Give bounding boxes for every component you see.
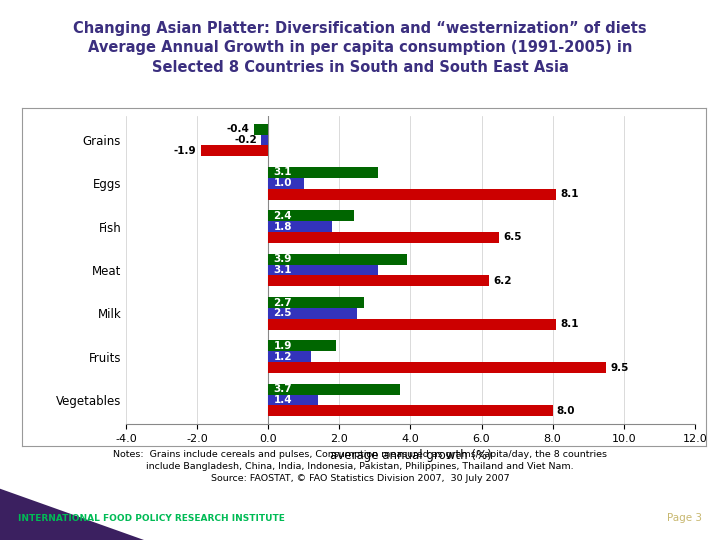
Bar <box>268 395 318 406</box>
Text: 3.1: 3.1 <box>274 265 292 275</box>
Bar <box>261 134 268 145</box>
X-axis label: average annual growth (%): average annual growth (%) <box>330 449 491 462</box>
Bar <box>268 167 379 178</box>
Bar <box>268 308 357 319</box>
Polygon shape <box>0 489 144 540</box>
Bar <box>268 384 400 395</box>
Bar <box>254 124 268 134</box>
Text: 6.5: 6.5 <box>503 233 522 242</box>
Text: 2.7: 2.7 <box>274 298 292 307</box>
Bar <box>268 362 606 373</box>
Text: 2.5: 2.5 <box>274 308 292 319</box>
Text: 3.7: 3.7 <box>274 384 292 394</box>
Text: 3.9: 3.9 <box>274 254 292 264</box>
Text: 8.0: 8.0 <box>557 406 575 416</box>
Text: 9.5: 9.5 <box>610 362 629 373</box>
Bar <box>268 211 354 221</box>
Text: Changing Asian Platter: Diversification and “westernization” of diets
Average An: Changing Asian Platter: Diversification … <box>73 21 647 75</box>
Text: 1.2: 1.2 <box>274 352 292 362</box>
Bar <box>268 221 332 232</box>
Text: -0.4: -0.4 <box>227 124 250 134</box>
Text: 3.1: 3.1 <box>274 167 292 178</box>
Text: 8.1: 8.1 <box>560 319 579 329</box>
Text: Page 3: Page 3 <box>667 514 702 523</box>
Bar <box>268 178 304 188</box>
Bar <box>201 145 268 156</box>
Text: -1.9: -1.9 <box>174 146 197 156</box>
Text: 1.9: 1.9 <box>274 341 292 351</box>
Text: 1.4: 1.4 <box>274 395 292 405</box>
Bar <box>268 340 336 352</box>
Bar <box>268 406 553 416</box>
Bar <box>268 319 556 329</box>
Text: -0.2: -0.2 <box>234 135 257 145</box>
Text: 6.2: 6.2 <box>493 276 511 286</box>
Bar <box>268 275 489 286</box>
Bar <box>268 232 499 243</box>
Bar <box>268 297 364 308</box>
Text: 1.8: 1.8 <box>274 221 292 232</box>
Text: 2.4: 2.4 <box>274 211 292 221</box>
Bar <box>268 265 379 275</box>
Text: Notes:  Grains include cereals and pulses, Consumption measured as grams/capita/: Notes: Grains include cereals and pulses… <box>113 450 607 483</box>
Bar <box>268 188 556 200</box>
Bar <box>268 352 311 362</box>
Text: 8.1: 8.1 <box>560 189 579 199</box>
Bar <box>268 254 407 265</box>
Text: 1.0: 1.0 <box>274 178 292 188</box>
Text: INTERNATIONAL FOOD POLICY RESEARCH INSTITUTE: INTERNATIONAL FOOD POLICY RESEARCH INSTI… <box>18 514 285 523</box>
